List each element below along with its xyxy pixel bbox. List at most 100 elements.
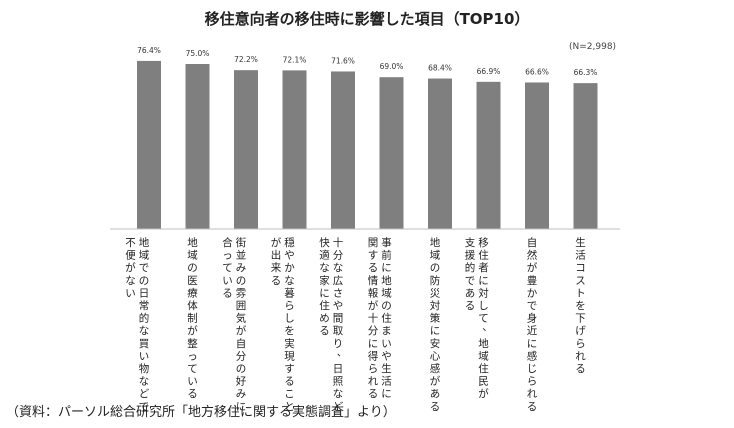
category-label-char: が bbox=[187, 324, 198, 337]
bar bbox=[525, 82, 549, 229]
category-label-char: に bbox=[319, 287, 330, 299]
category-label-char: 然 bbox=[527, 249, 538, 262]
category-label-char: り bbox=[333, 338, 344, 350]
category-label-char: が bbox=[125, 261, 136, 274]
category-label-char: 並 bbox=[236, 249, 247, 262]
category-label-char: れ bbox=[368, 376, 379, 388]
category-label-char: の bbox=[187, 262, 198, 274]
category-label-char: が bbox=[430, 375, 441, 388]
category-label-char: れ bbox=[527, 388, 538, 400]
category-label-char: ト bbox=[575, 287, 586, 299]
category-label-char: 街 bbox=[236, 236, 247, 249]
category-label-char: 分 bbox=[368, 325, 379, 337]
category-label-char: ら bbox=[527, 376, 538, 388]
category-label-char: 前 bbox=[381, 249, 392, 262]
category-label-char: げ bbox=[575, 325, 586, 337]
category-label-char: し bbox=[478, 300, 489, 312]
category-label-char: に bbox=[381, 388, 392, 400]
category-label-char: 制 bbox=[187, 312, 198, 325]
category-label-char: 地 bbox=[187, 236, 198, 249]
category-label-char: て bbox=[222, 262, 233, 274]
category-label-char: あ bbox=[465, 287, 476, 299]
category-label-char: 間 bbox=[333, 313, 344, 325]
category-label-char: る bbox=[284, 376, 295, 388]
category-label-char: 移 bbox=[478, 236, 489, 249]
category-label-char: る bbox=[319, 325, 330, 337]
category-label-char: な bbox=[333, 262, 344, 274]
category-label-char: る bbox=[575, 363, 586, 375]
category-label-char: が bbox=[368, 299, 379, 312]
category-label-char: 住 bbox=[478, 362, 489, 375]
category-label-char: か bbox=[284, 262, 295, 274]
category-label-char: さ bbox=[333, 287, 344, 299]
category-label-char: 身 bbox=[527, 312, 538, 325]
category-label-char: な bbox=[139, 376, 150, 388]
category-label-char: 医 bbox=[187, 275, 198, 287]
bar bbox=[476, 81, 501, 229]
category-label-char: 買 bbox=[139, 338, 150, 350]
category-label-char: 心 bbox=[430, 350, 441, 362]
bar bbox=[234, 70, 258, 229]
bar-value-label: 76.4% bbox=[137, 46, 161, 55]
category-label-char: 防 bbox=[430, 274, 441, 287]
category-label-char: い bbox=[187, 376, 198, 388]
category-label-char: 策 bbox=[430, 312, 441, 325]
category-label-char: 支 bbox=[465, 237, 476, 249]
category-label-char: や bbox=[284, 250, 295, 262]
category-label-char: 好 bbox=[236, 376, 247, 388]
chart-title: 移住意向者の移住時に影響した項目（TOP10） bbox=[204, 10, 530, 28]
category-label-char: 体 bbox=[187, 300, 198, 312]
category-label-char: の bbox=[236, 275, 247, 287]
bar-value-label: 66.6% bbox=[525, 67, 549, 76]
category-label-char: で bbox=[527, 300, 538, 312]
category-label-char: や bbox=[381, 350, 392, 362]
category-label-char: 援 bbox=[465, 249, 476, 262]
category-label-char: か bbox=[527, 287, 538, 299]
category-label-char: の bbox=[381, 300, 392, 312]
category-label-char: が bbox=[478, 387, 489, 400]
category-label-char: 適 bbox=[319, 249, 330, 262]
category-label-char: 感 bbox=[430, 362, 441, 375]
category-label-char: を bbox=[575, 300, 586, 312]
sample-size-note: (N=2,998) bbox=[569, 42, 617, 52]
bar-value-label: 72.1% bbox=[283, 55, 307, 64]
category-label-char: 住 bbox=[478, 249, 489, 262]
category-label-char: い bbox=[222, 275, 233, 287]
category-label-char: 囲 bbox=[236, 300, 247, 312]
category-label-char: め bbox=[319, 313, 330, 325]
category-label-char: 者 bbox=[478, 262, 489, 274]
category-label-char: す bbox=[284, 363, 295, 375]
category-label-char: 域 bbox=[381, 286, 392, 299]
category-label-char: 合 bbox=[222, 236, 233, 249]
category-label-char: が bbox=[236, 324, 247, 337]
category-label-char: 実 bbox=[284, 337, 295, 350]
category-label-char: 分 bbox=[236, 350, 247, 362]
category-label-char: る bbox=[187, 388, 198, 400]
category-label-char: る bbox=[368, 388, 379, 400]
category-label-char: な bbox=[125, 275, 136, 287]
category-label-char: 暮 bbox=[284, 286, 295, 299]
category-label-char: 物 bbox=[139, 362, 150, 375]
category-label-char: 雰 bbox=[236, 287, 247, 299]
category-label-char: 豊 bbox=[527, 274, 538, 287]
category-label-char: 現 bbox=[284, 350, 295, 362]
bar-value-label: 68.4% bbox=[428, 64, 452, 73]
category-label-char: 得 bbox=[368, 350, 379, 362]
category-label-char: こ bbox=[284, 388, 295, 400]
category-label-char: 便 bbox=[125, 249, 136, 262]
category-label-char: に bbox=[430, 325, 441, 337]
category-label-char: 的 bbox=[139, 312, 150, 325]
category-label-char: じ bbox=[527, 363, 538, 375]
category-label-char: の bbox=[236, 363, 247, 375]
category-label-char: 自 bbox=[527, 236, 538, 249]
category-label-char: 生 bbox=[381, 362, 392, 375]
bar-value-label: 66.9% bbox=[477, 67, 501, 76]
category-label-char: る bbox=[527, 401, 538, 413]
category-label-char: 常 bbox=[139, 299, 150, 312]
category-label-char: 療 bbox=[187, 286, 198, 299]
category-label-char: を bbox=[284, 325, 295, 337]
category-label-char: っ bbox=[222, 250, 233, 262]
category-label-char: 地 bbox=[478, 337, 489, 350]
